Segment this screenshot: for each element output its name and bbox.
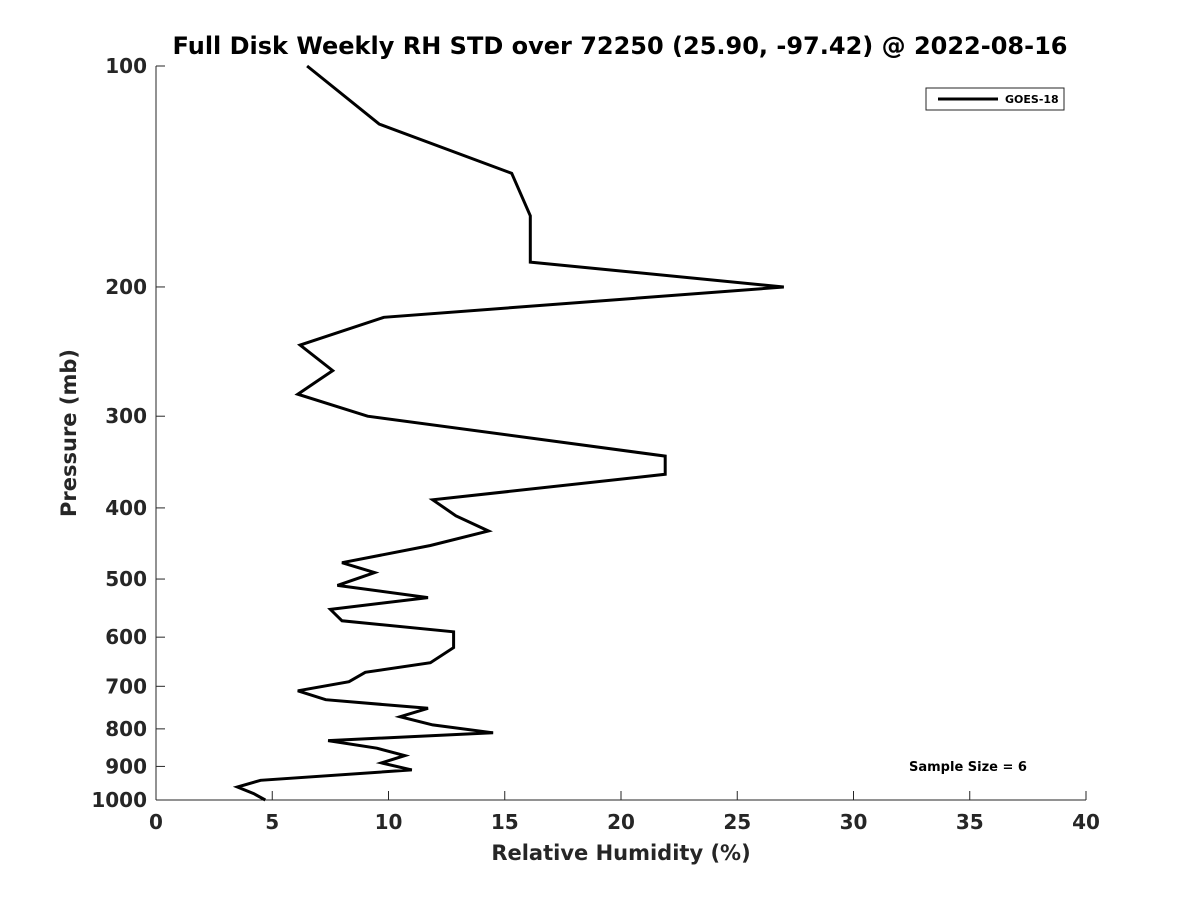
x-tick-label: 15 (491, 810, 519, 834)
x-tick-label: 20 (607, 810, 635, 834)
y-tick-label: 200 (105, 275, 147, 299)
x-tick-label: 30 (840, 810, 868, 834)
y-tick-label: 500 (105, 567, 147, 591)
x-tick-label: 0 (149, 810, 163, 834)
y-tick-label: 800 (105, 717, 147, 741)
y-tick-label: 900 (105, 754, 147, 778)
x-tick-label: 40 (1072, 810, 1100, 834)
y-tick-label: 700 (105, 674, 147, 698)
y-ticks: 100 200 300 400 500 600 700 800 900 1000 (91, 54, 165, 812)
chart-title: Full Disk Weekly RH STD over 72250 (25.9… (173, 32, 1068, 60)
y-tick-label: 300 (105, 404, 147, 428)
x-axis-title: Relative Humidity (%) (491, 841, 750, 865)
x-ticks: 0 5 10 15 20 25 30 35 40 (149, 791, 1100, 834)
series-line-goes-18 (232, 64, 784, 802)
y-tick-label: 400 (105, 496, 147, 520)
plot-area (155, 66, 1086, 801)
legend: GOES-18 (925, 87, 1065, 111)
y-tick-label: 100 (105, 54, 147, 78)
sample-size-annotation: Sample Size = 6 (909, 760, 1027, 775)
x-tick-label: 10 (375, 810, 403, 834)
y-tick-label: 1000 (91, 788, 147, 812)
x-tick-label: 5 (265, 810, 279, 834)
x-tick-label: 25 (723, 810, 751, 834)
legend-label: GOES-18 (1005, 93, 1059, 106)
x-tick-label: 35 (956, 810, 984, 834)
y-tick-label: 600 (105, 625, 147, 649)
y-axis-title: Pressure (mb) (57, 349, 81, 517)
series-layer (232, 64, 784, 802)
